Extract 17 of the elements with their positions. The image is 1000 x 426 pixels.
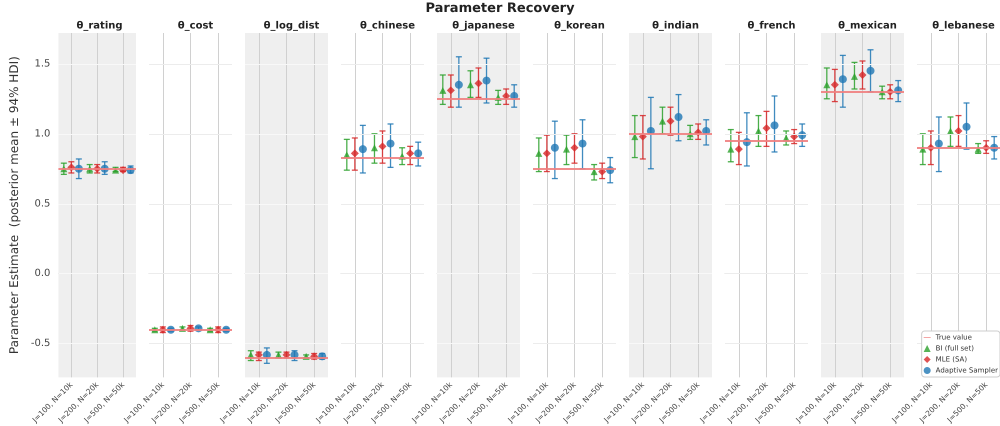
y-tick-label: -0.5	[30, 338, 50, 350]
chart-title: θ_rating	[76, 20, 123, 32]
y-tick-label: 0.0	[34, 268, 50, 280]
chart-title: θ_chinese	[360, 20, 416, 32]
chart-title: θ_french	[747, 20, 796, 32]
chart-title: θ_mexican	[838, 20, 897, 32]
chart-title: θ_korean	[554, 20, 605, 32]
y-axis-title: Parameter Estimate (posterior mean ± 94% HDI)	[7, 56, 21, 354]
chart-title: θ_japanese	[452, 20, 516, 32]
y-tick-label: 0.5	[34, 198, 50, 210]
chart-title: θ_cost	[178, 20, 214, 32]
text: Parameter Recovery	[424, 1, 576, 16]
y-tick-label: 1.0	[34, 128, 50, 140]
chart-title: θ_log_dist	[264, 20, 320, 32]
y-tick-label: 1.5	[34, 58, 50, 70]
chart-title: θ_lebanese	[932, 20, 996, 32]
chart-title: θ_indian	[652, 20, 699, 32]
